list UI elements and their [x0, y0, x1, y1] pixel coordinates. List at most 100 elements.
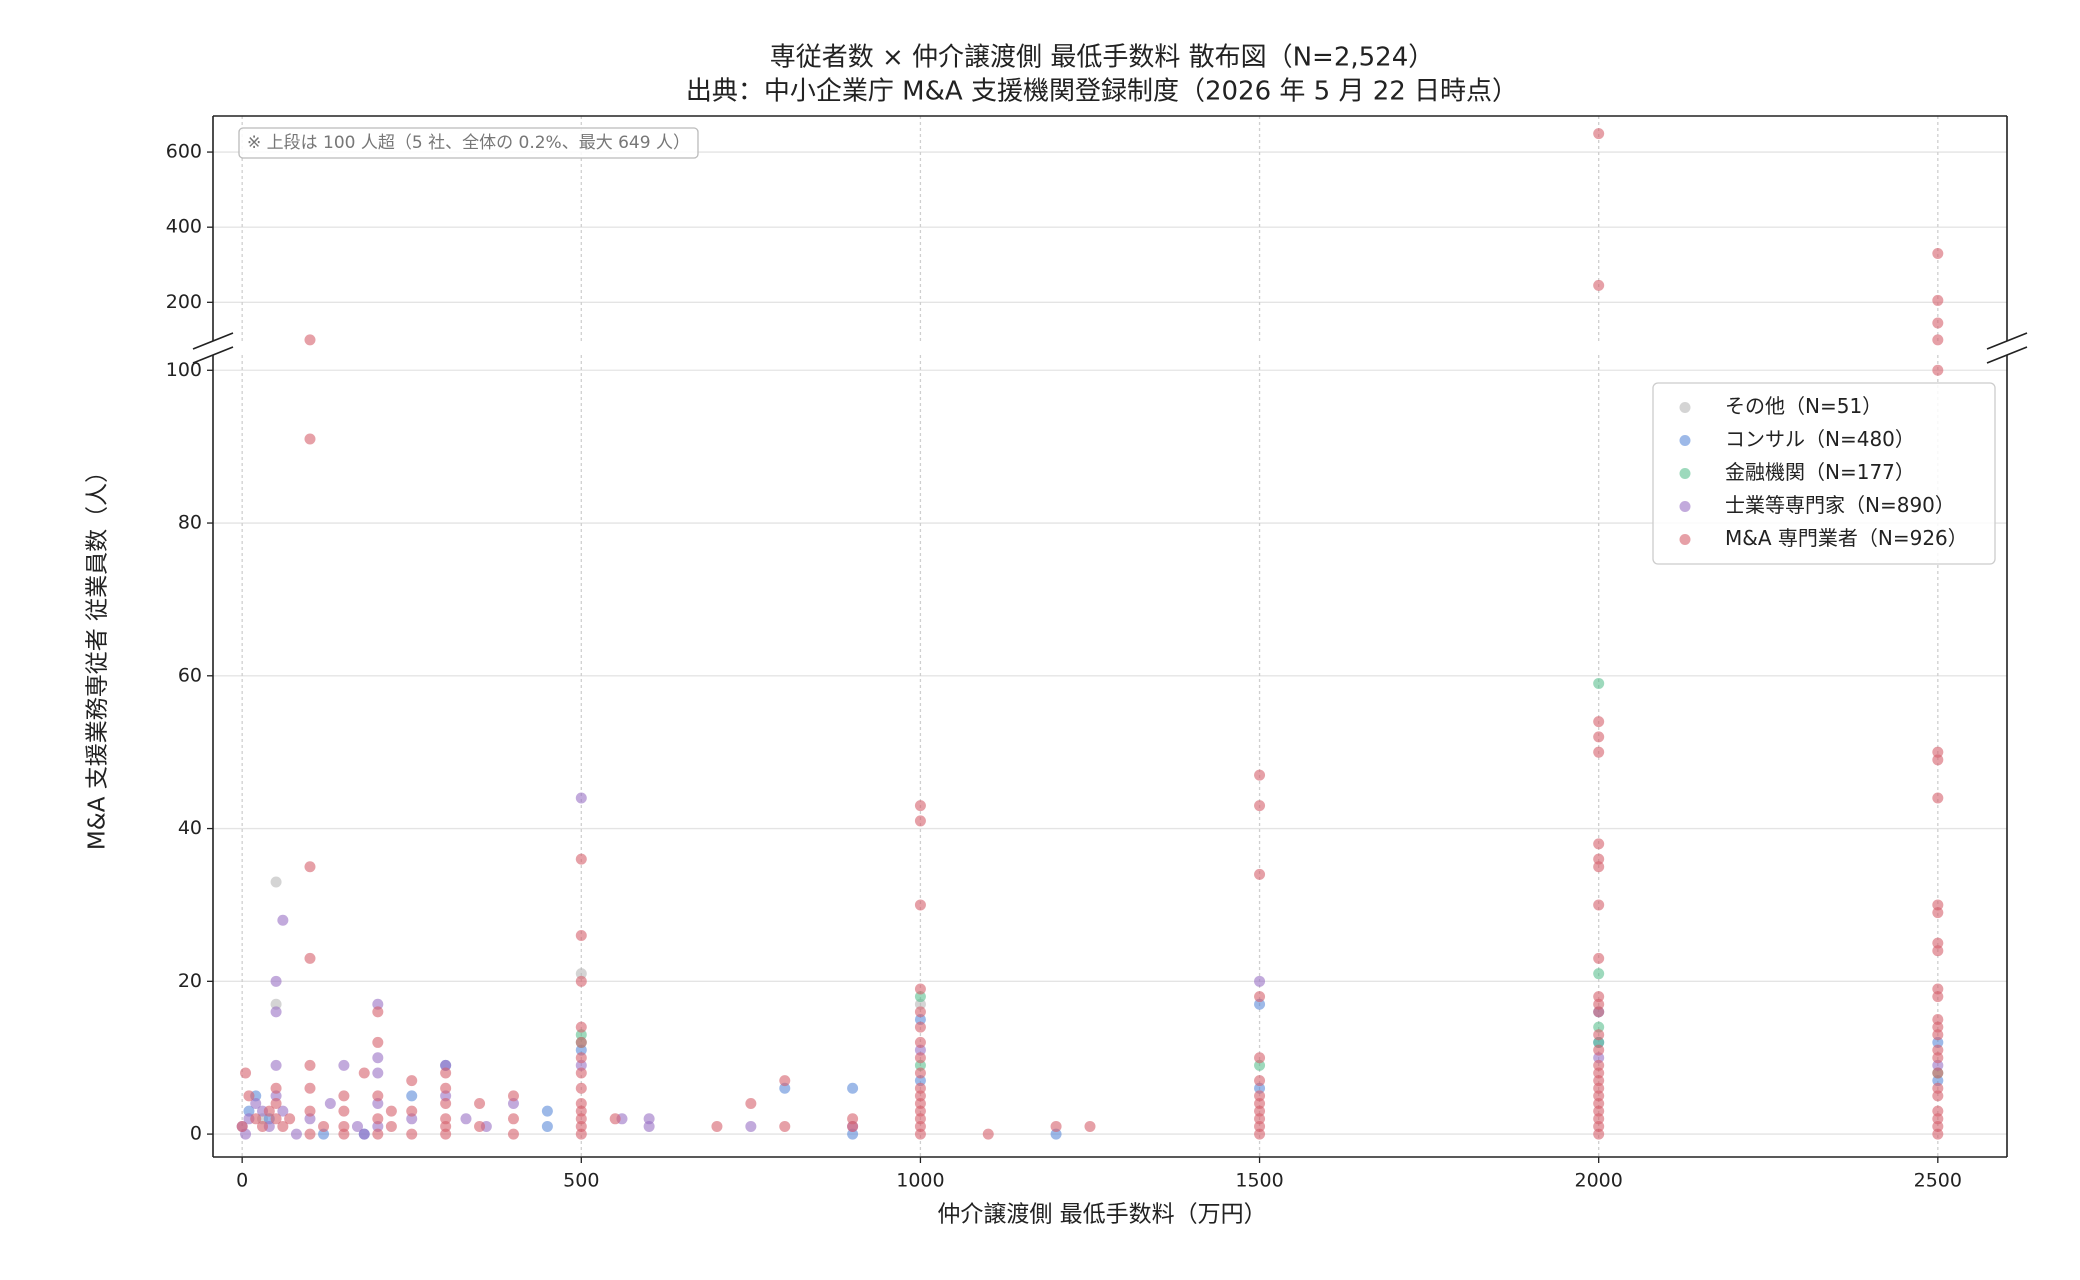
- y-tick-label: 600: [166, 141, 202, 163]
- data-point: [1932, 899, 1944, 911]
- data-point: [1932, 1075, 1944, 1087]
- y-tick-label: 0: [190, 1123, 202, 1145]
- data-point: [1593, 952, 1605, 964]
- data-point: [914, 1067, 926, 1079]
- data-point: [914, 1120, 926, 1132]
- data-point: [1593, 861, 1605, 873]
- data-point: [304, 433, 316, 445]
- data-point: [270, 876, 282, 888]
- data-point: [385, 1105, 397, 1117]
- data-point: [643, 1120, 655, 1132]
- data-point: [1593, 1098, 1605, 1110]
- data-point: [1932, 1120, 1944, 1132]
- data-point: [304, 1113, 316, 1125]
- data-point: [1932, 1128, 1944, 1140]
- data-point: [575, 1113, 587, 1125]
- data-point: [1254, 800, 1266, 812]
- data-point: [1932, 1113, 1944, 1125]
- data-point: [304, 952, 316, 964]
- data-point: [1593, 1128, 1605, 1140]
- data-point: [914, 991, 926, 1003]
- data-point: [575, 1067, 587, 1079]
- data-point: [745, 1098, 757, 1110]
- data-point: [372, 1036, 384, 1048]
- legend-marker: [1679, 402, 1691, 413]
- data-point: [1932, 1021, 1944, 1033]
- y-tick-label: 40: [178, 817, 202, 839]
- data-point: [406, 1128, 418, 1140]
- data-point: [1254, 1052, 1266, 1064]
- data-point: [290, 1128, 302, 1140]
- data-point: [847, 1113, 859, 1125]
- data-point: [1932, 945, 1944, 957]
- data-point: [1932, 1014, 1944, 1026]
- data-point: [474, 1120, 486, 1132]
- data-point: [1593, 1082, 1605, 1094]
- data-point: [1084, 1120, 1096, 1132]
- data-point: [1932, 983, 1944, 995]
- data-point: [257, 1120, 269, 1132]
- data-point: [250, 1098, 262, 1110]
- y-tick-label: 20: [178, 970, 202, 992]
- data-point: [1593, 998, 1605, 1010]
- data-point: [1254, 1059, 1266, 1071]
- data-point: [1593, 991, 1605, 1003]
- data-point: [440, 1098, 452, 1110]
- annotation: ※ 上段は 100 人超（5 社、全体の 0.2%、最大 649 人）: [247, 133, 690, 153]
- data-point: [507, 1128, 519, 1140]
- data-point: [745, 1120, 757, 1132]
- data-point: [1254, 1128, 1266, 1140]
- legend-label: 金融機関（N=177）: [1725, 460, 1915, 484]
- legend-label: 士業等専門家（N=890）: [1725, 493, 1955, 517]
- data-point: [1254, 1120, 1266, 1132]
- data-point: [1254, 1082, 1266, 1094]
- data-point: [1593, 1052, 1605, 1064]
- data-point: [277, 1105, 289, 1117]
- x-tick-label: 2500: [1914, 1170, 1962, 1192]
- data-point: [1254, 1075, 1266, 1087]
- data-point: [358, 1067, 370, 1079]
- data-point: [1593, 899, 1605, 911]
- data-point: [1593, 746, 1605, 758]
- data-point: [372, 998, 384, 1010]
- data-point: [1593, 128, 1605, 140]
- data-point: [304, 1105, 316, 1117]
- data-point: [1593, 1036, 1605, 1048]
- data-point: [1593, 838, 1605, 850]
- data-point: [338, 1105, 350, 1117]
- data-point: [575, 975, 587, 987]
- data-point: [406, 1075, 418, 1087]
- data-point: [372, 1098, 384, 1110]
- axis-break: [192, 346, 234, 364]
- data-point: [847, 1120, 859, 1132]
- data-point: [270, 1082, 282, 1094]
- axis-break: [192, 332, 234, 350]
- data-point: [338, 1090, 350, 1102]
- data-point: [284, 1113, 296, 1125]
- data-point: [1254, 769, 1266, 781]
- data-point: [1254, 975, 1266, 987]
- data-point: [372, 1120, 384, 1132]
- data-point: [263, 1105, 275, 1117]
- annotation-box: [238, 127, 699, 159]
- data-point: [1254, 868, 1266, 880]
- x-tick-label: 1500: [1235, 1170, 1283, 1192]
- data-point: [914, 1044, 926, 1056]
- data-point: [1932, 1059, 1944, 1071]
- data-point: [609, 1113, 621, 1125]
- data-point: [1593, 1105, 1605, 1117]
- data-point: [1932, 1036, 1944, 1048]
- x-tick-label: 1000: [896, 1170, 944, 1192]
- data-point: [575, 792, 587, 804]
- data-point: [304, 1128, 316, 1140]
- data-point: [575, 1128, 587, 1140]
- data-point: [982, 1128, 994, 1140]
- y-tick-label: 80: [178, 512, 202, 534]
- data-point: [1254, 1105, 1266, 1117]
- data-point: [914, 1006, 926, 1018]
- data-point: [277, 1120, 289, 1132]
- data-point: [914, 1105, 926, 1117]
- data-point: [779, 1082, 791, 1094]
- x-tick-label: 500: [563, 1170, 599, 1192]
